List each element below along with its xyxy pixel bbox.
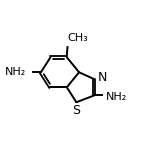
Text: N: N <box>98 70 107 84</box>
Text: S: S <box>72 104 80 117</box>
Text: NH₂: NH₂ <box>5 67 26 77</box>
Text: CH₃: CH₃ <box>68 33 88 43</box>
Text: NH₂: NH₂ <box>106 92 127 102</box>
